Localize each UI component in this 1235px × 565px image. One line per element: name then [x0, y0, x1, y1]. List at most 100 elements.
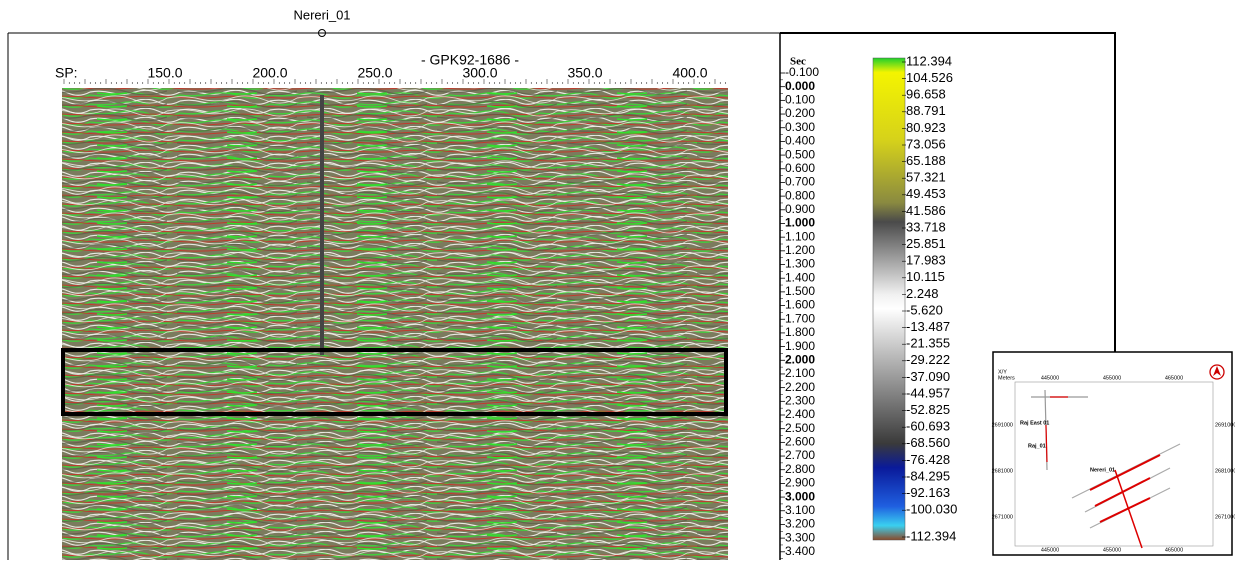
time-tick-label: 1.400	[785, 270, 815, 284]
colorbar-label: 25.851	[906, 236, 946, 251]
sp-tick-label: 150.0	[147, 65, 182, 81]
sp-tick-label: 400.0	[672, 65, 707, 81]
map-well-label: Raj_01	[1028, 443, 1046, 449]
colorbar-label: 10.115	[906, 269, 945, 284]
line-name: - GPK92-1686 -	[421, 52, 519, 68]
north-arrow-head	[1213, 366, 1221, 376]
well-name: Nereri_01	[293, 7, 350, 22]
map-x-tick: 455000	[1103, 375, 1121, 381]
time-tick-label: 0.500	[785, 147, 815, 161]
time-tick-label: 0.400	[785, 134, 815, 148]
time-tick-label: 2.600	[785, 435, 815, 449]
colorbar-label: -84.295	[906, 468, 950, 483]
time-tick-label: 1.900	[785, 339, 815, 353]
time-unit: Sec	[790, 56, 806, 68]
pointer-arrow	[780, 32, 1123, 466]
colorbar-label: 17.983	[906, 253, 946, 268]
colorbar-label: -37.090	[906, 369, 950, 384]
colorbar-label: 73.056	[906, 136, 946, 151]
time-tick-label: 2.000	[785, 352, 815, 366]
colorbar-label: 104.526	[906, 70, 953, 85]
time-tick-label: 1.500	[785, 284, 815, 298]
sp-tick-label: 250.0	[357, 65, 392, 81]
sp-tick-label: 350.0	[567, 65, 602, 81]
map-x-tick-bottom: 445000	[1041, 547, 1059, 553]
sp-tick-label: 300.0	[462, 65, 497, 81]
time-tick-label: -0.100	[785, 65, 819, 79]
colorbar-label: 96.658	[906, 87, 946, 102]
map-y-tick-right: 2681000	[1215, 468, 1235, 474]
time-tick-label: 2.700	[785, 448, 815, 462]
time-tick-label: 1.700	[785, 311, 815, 325]
colorbar-label: -13.487	[906, 319, 950, 334]
time-tick-label: 0.100	[785, 93, 815, 107]
colorbar-label: -52.825	[906, 402, 950, 417]
colorbar	[872, 57, 906, 541]
time-tick-label: 2.400	[785, 407, 815, 421]
map-x-tick: 465000	[1165, 375, 1183, 381]
colorbar-label: -60.693	[906, 419, 950, 434]
map-y-tick-right: 2691000	[1215, 422, 1235, 428]
time-tick-label: 0.300	[785, 120, 815, 134]
time-tick-label: 0.700	[785, 175, 815, 189]
time-tick-label: 0.600	[785, 161, 815, 175]
map-x-tick: 445000	[1041, 375, 1059, 381]
map-well-label: Raj East 01	[1020, 420, 1049, 426]
map-y-tick: 2681000	[992, 468, 1013, 474]
colorbar-label: 41.586	[906, 203, 946, 218]
highlight-box	[61, 348, 728, 416]
colorbar-label: -112.394	[906, 528, 956, 543]
map-x-tick-bottom: 465000	[1165, 547, 1183, 553]
time-tick-label: 2.500	[785, 421, 815, 435]
map-axis-label: X/Y	[998, 369, 1007, 375]
seismic-texture	[62, 88, 728, 560]
colorbar-label: 57.321	[906, 170, 946, 185]
time-tick-label: 2.800	[785, 462, 815, 476]
time-tick-label: 1.200	[785, 243, 815, 257]
colorbar-label: 2.248	[906, 286, 939, 301]
time-tick-label: 1.100	[785, 229, 815, 243]
sp-tick-label: 200.0	[252, 65, 287, 81]
map-y-tick: 2671000	[992, 514, 1013, 520]
time-tick-label: 0.800	[785, 188, 815, 202]
time-tick-label: 1.300	[785, 257, 815, 271]
colorbar-label: -21.355	[906, 336, 950, 351]
time-tick-label: 3.000	[785, 489, 815, 503]
colorbar-label: 88.791	[906, 103, 946, 118]
time-tick-label: 3.300	[785, 530, 815, 544]
colorbar-label: -100.030	[906, 502, 957, 517]
time-tick-label: 3.400	[785, 544, 815, 558]
colorbar-label: 80.923	[906, 120, 946, 135]
map-y-tick-right: 2671000	[1215, 514, 1235, 520]
colorbar-label: -29.222	[906, 352, 950, 367]
time-tick-label: 0.200	[785, 106, 815, 120]
map-y-tick: 2691000	[992, 422, 1013, 428]
time-axis: -0.1000.0000.1000.2000.3000.4000.5000.60…	[780, 65, 819, 559]
time-tick-label: 1.000	[785, 216, 815, 230]
time-tick-label: 3.200	[785, 517, 815, 531]
colorbar-label: 49.453	[906, 186, 946, 201]
colorbar-label: 33.718	[906, 219, 946, 234]
colorbar-label: -68.560	[906, 435, 950, 450]
time-tick-label: 3.100	[785, 503, 815, 517]
colorbar-label: -44.957	[906, 385, 950, 400]
time-tick-label: 0.000	[785, 79, 815, 93]
colorbar-label: 112.394	[906, 53, 952, 68]
time-tick-label: 2.300	[785, 393, 815, 407]
colorbar-label: 65.188	[906, 153, 946, 168]
colorbar-label: -5.620	[906, 302, 943, 317]
time-tick-label: 0.900	[785, 202, 815, 216]
map-frame	[1014, 381, 1214, 547]
map-axis-label: Meters	[998, 375, 1015, 381]
time-tick-label: 2.200	[785, 380, 815, 394]
time-tick-label: 1.600	[785, 298, 815, 312]
colorbar-label: -76.428	[906, 452, 950, 467]
map-lines	[1031, 389, 1181, 549]
time-tick-label: 1.800	[785, 325, 815, 339]
time-tick-label: 2.100	[785, 366, 815, 380]
time-tick-label: 2.900	[785, 476, 815, 490]
sp-label: SP:	[55, 65, 78, 81]
